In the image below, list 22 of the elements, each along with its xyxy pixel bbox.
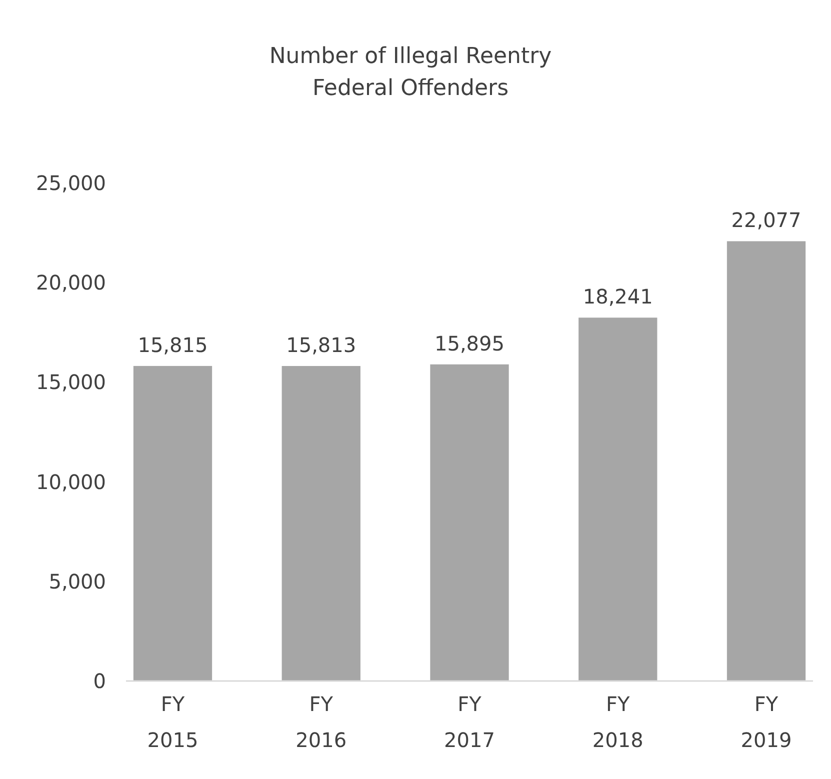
x-tick-label: FY 2015 — [147, 692, 198, 752]
data-label: 22,077 — [731, 208, 802, 232]
x-tick-label: FY 2018 — [592, 692, 644, 752]
x-tick-label: FY 2017 — [444, 692, 495, 752]
y-tick-label: 25,000 — [36, 171, 106, 195]
x-tick-label: FY 2019 — [740, 692, 792, 752]
y-tick-label: 5,000 — [48, 569, 106, 594]
y-tick-label: 10,000 — [36, 470, 106, 494]
y-tick-label: 0 — [93, 669, 106, 693]
y-tick-label: 20,000 — [36, 270, 106, 295]
data-label: 18,241 — [582, 284, 653, 309]
data-label: 15,813 — [286, 333, 356, 358]
x-tick-label: FY 2016 — [296, 692, 347, 752]
bar — [430, 364, 509, 681]
chart-title: Number of Illegal Reentry Federal Offenders — [269, 44, 552, 101]
bar — [282, 366, 360, 681]
bar — [726, 241, 806, 681]
bar — [133, 366, 212, 681]
bar — [578, 318, 658, 681]
y-tick-label: 15,000 — [36, 370, 106, 394]
data-label: 15,815 — [138, 332, 208, 357]
data-label: 15,895 — [434, 331, 504, 356]
